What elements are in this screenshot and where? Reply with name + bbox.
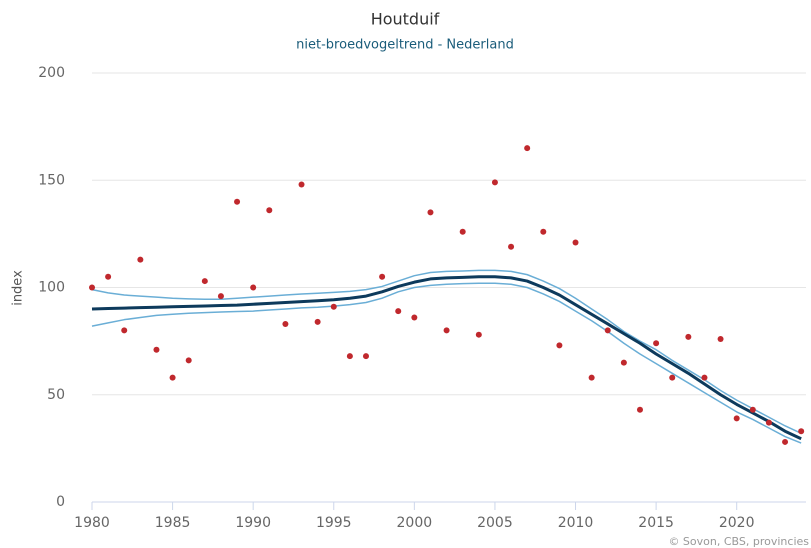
y-tick-label: 200 xyxy=(38,65,65,81)
x-tick-label: 1995 xyxy=(316,515,352,531)
data-point xyxy=(298,181,305,188)
x-tick-label: 2015 xyxy=(638,515,674,531)
data-point xyxy=(653,340,660,347)
x-tick-label: 1990 xyxy=(235,515,271,531)
data-point xyxy=(475,331,482,338)
data-point xyxy=(669,374,676,381)
chart-subtitle: niet-broedvogeltrend - Nederland xyxy=(296,38,514,53)
data-point xyxy=(765,419,772,426)
data-point xyxy=(588,374,595,381)
trend-line xyxy=(91,282,802,444)
data-point xyxy=(379,273,386,280)
data-point xyxy=(266,207,273,214)
data-point xyxy=(346,353,353,360)
data-point xyxy=(524,145,531,152)
data-point xyxy=(395,308,402,315)
data-point xyxy=(105,273,112,280)
trend-line xyxy=(91,275,802,441)
data-point xyxy=(282,320,289,327)
data-point xyxy=(185,357,192,364)
data-point xyxy=(556,342,563,349)
y-tick-label: 0 xyxy=(56,494,65,510)
data-point xyxy=(362,353,369,360)
data-point xyxy=(250,284,257,291)
data-point xyxy=(330,303,337,310)
data-point xyxy=(217,293,224,300)
data-point xyxy=(604,327,611,334)
data-point xyxy=(201,278,208,285)
credits: © Sovon, CBS, provincies xyxy=(668,535,809,548)
data-point xyxy=(636,406,643,413)
y-tick-label: 150 xyxy=(38,172,65,188)
data-point xyxy=(620,359,627,366)
data-point xyxy=(701,374,708,381)
y-tick-label: 100 xyxy=(38,280,65,296)
data-point xyxy=(169,374,176,381)
data-point xyxy=(572,239,579,246)
data-point xyxy=(733,415,740,422)
x-tick-label: 2010 xyxy=(558,515,594,531)
data-point xyxy=(508,243,515,250)
x-tick-label: 1980 xyxy=(74,515,110,531)
data-point xyxy=(234,198,241,205)
data-point xyxy=(121,327,128,334)
chart-title: Houtduif xyxy=(371,10,440,29)
x-tick-label: 2005 xyxy=(477,515,513,531)
data-point xyxy=(491,179,498,186)
data-point xyxy=(443,327,450,334)
x-tick-label: 2000 xyxy=(397,515,433,531)
data-point xyxy=(685,333,692,340)
data-point xyxy=(153,346,160,353)
data-point xyxy=(89,284,95,291)
data-point xyxy=(798,428,805,435)
y-axis-label: index xyxy=(11,270,26,306)
x-tick-label: 1985 xyxy=(155,515,191,531)
data-point xyxy=(540,228,547,235)
trend-line xyxy=(91,269,802,435)
data-point xyxy=(314,318,321,325)
data-point xyxy=(749,406,756,413)
data-point xyxy=(137,256,144,263)
y-tick-label: 50 xyxy=(47,387,65,403)
data-point xyxy=(717,335,724,342)
data-point xyxy=(782,438,789,445)
data-point xyxy=(411,314,418,321)
data-point xyxy=(427,209,434,216)
x-tick-label: 2020 xyxy=(719,515,755,531)
data-point xyxy=(459,228,466,235)
